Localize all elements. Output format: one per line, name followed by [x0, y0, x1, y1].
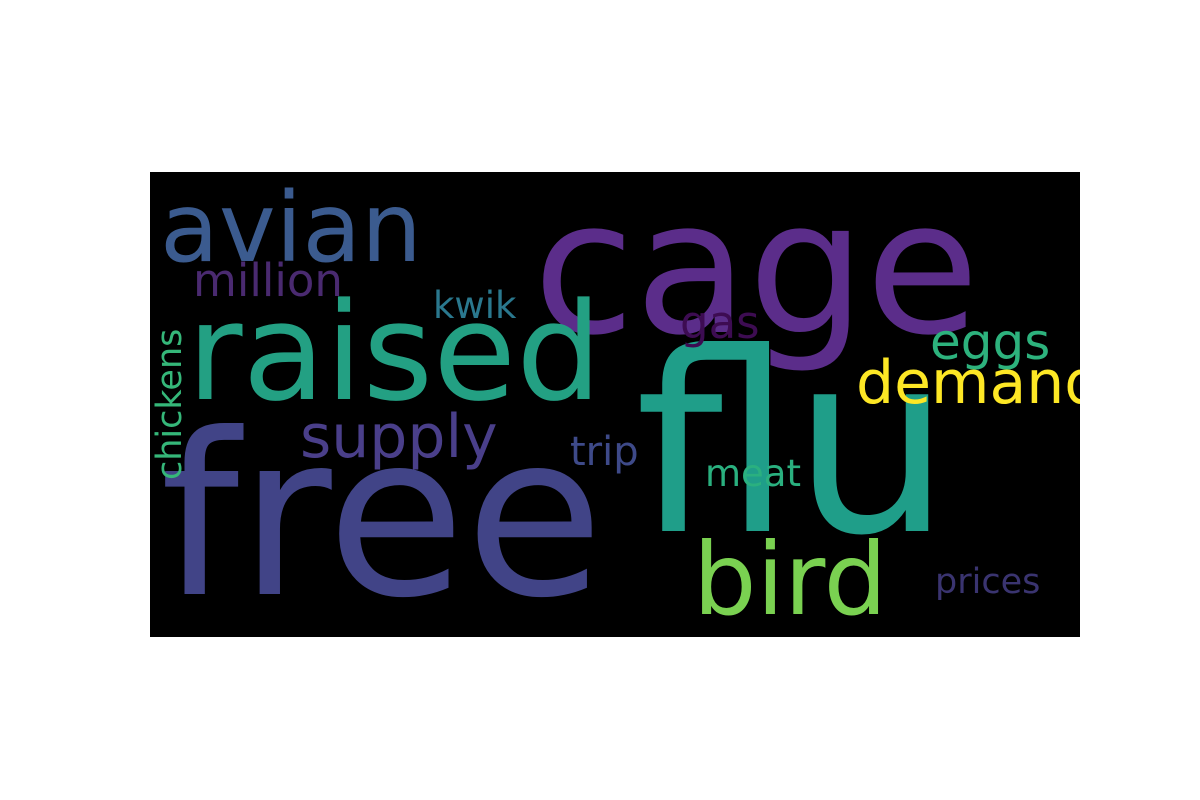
word-meat: meat	[705, 452, 801, 495]
word-demand: demand	[856, 348, 1080, 418]
word-gas: gas	[680, 296, 760, 349]
word-million: million	[193, 254, 343, 307]
word-cage: cage	[533, 172, 980, 376]
word-trip: trip	[570, 429, 639, 475]
word-bird: bird	[693, 521, 888, 637]
word-flu: flu	[635, 299, 951, 590]
word-cloud: cage flu free raised avian bird demand s…	[150, 172, 1080, 637]
word-avian: avian	[160, 172, 422, 284]
word-free: free	[160, 386, 604, 637]
word-supply: supply	[300, 402, 498, 472]
word-kwik: kwik	[433, 284, 517, 327]
word-prices: prices	[935, 562, 1041, 602]
word-raised: raised	[187, 274, 602, 431]
word-eggs: eggs	[930, 313, 1051, 371]
word-chickens: chickens	[150, 328, 190, 480]
